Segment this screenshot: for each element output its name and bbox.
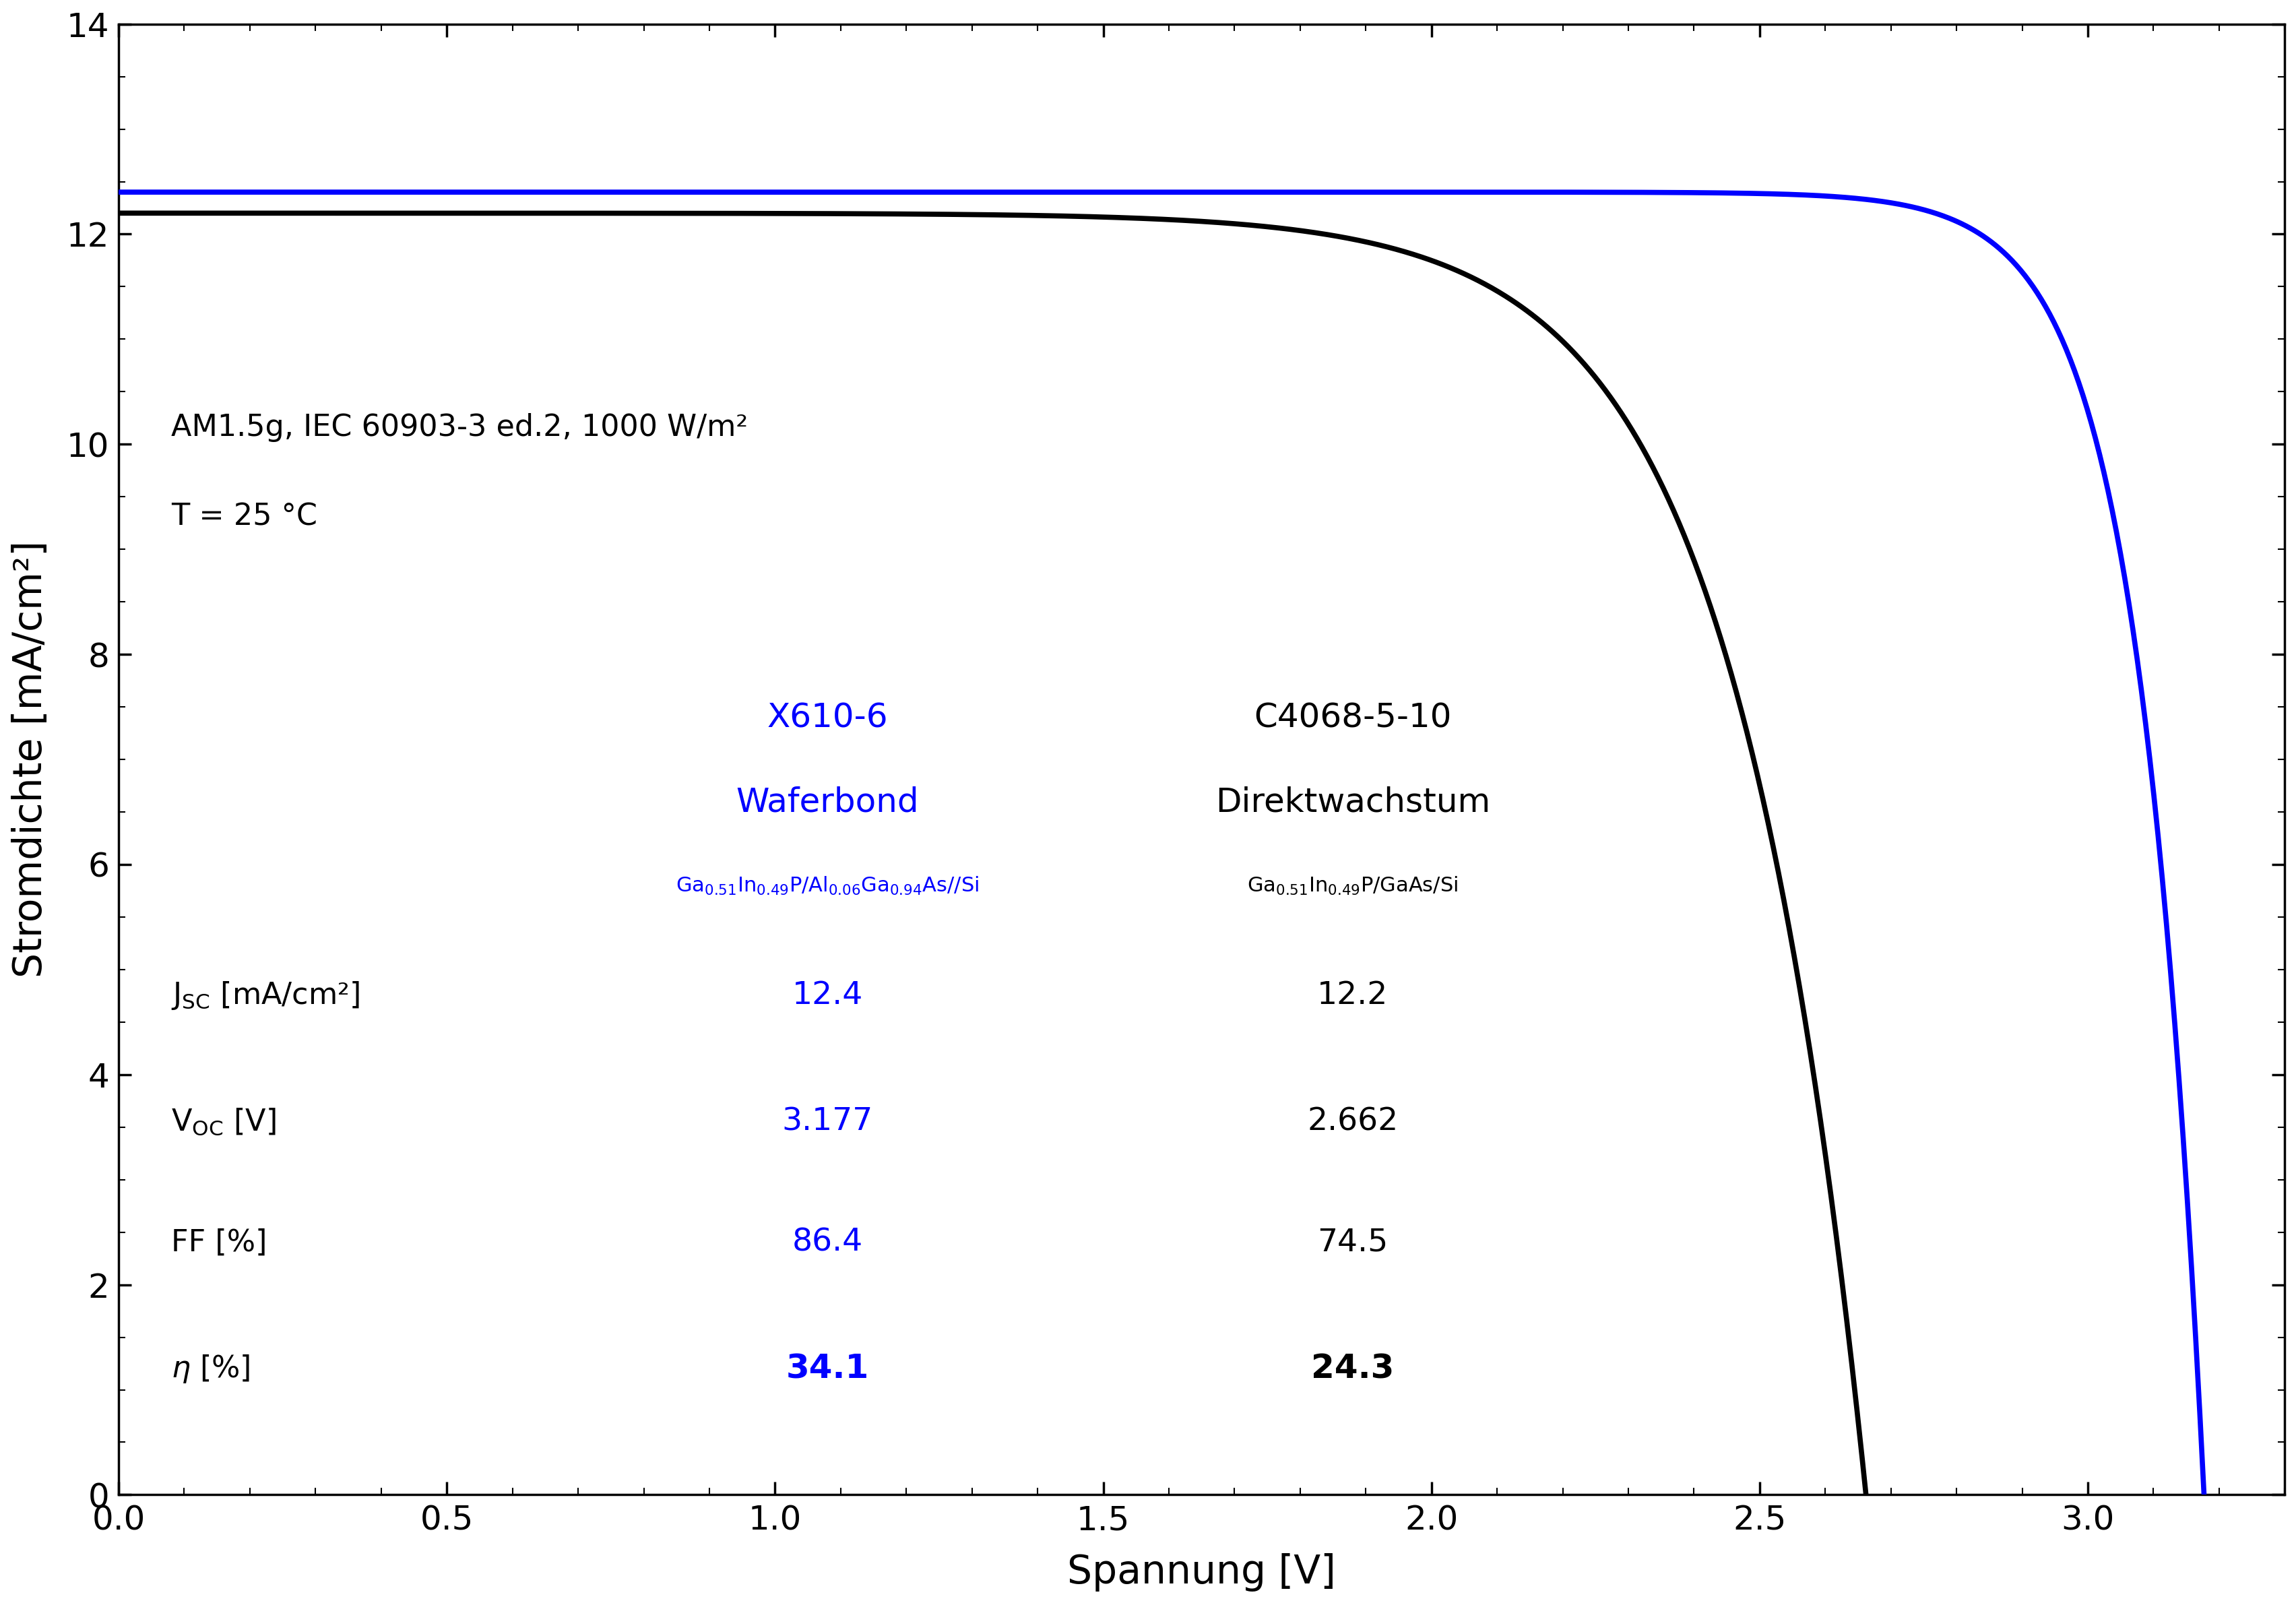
Text: 2.662: 2.662 [1306, 1106, 1398, 1137]
Text: 86.4: 86.4 [792, 1228, 863, 1258]
Text: 24.3: 24.3 [1311, 1353, 1394, 1385]
Text: J$_{\rm SC}$ [mA/cm²]: J$_{\rm SC}$ [mA/cm²] [172, 979, 360, 1011]
Text: Ga$_{0.51}$In$_{0.49}$P/GaAs/Si: Ga$_{0.51}$In$_{0.49}$P/GaAs/Si [1247, 875, 1458, 896]
Text: 3.177: 3.177 [783, 1106, 872, 1137]
Text: 12.4: 12.4 [792, 981, 863, 1011]
Text: Waferbond: Waferbond [737, 785, 918, 818]
Text: FF [%]: FF [%] [172, 1228, 266, 1257]
Text: 12.2: 12.2 [1318, 981, 1389, 1011]
Text: 34.1: 34.1 [785, 1353, 870, 1385]
Text: Direktwachstum: Direktwachstum [1215, 785, 1490, 818]
Y-axis label: Stromdichte [mA/cm²]: Stromdichte [mA/cm²] [11, 540, 51, 978]
Text: X610-6: X610-6 [767, 702, 889, 734]
Text: $\eta$ [%]: $\eta$ [%] [172, 1353, 250, 1385]
Text: AM1.5g, IEC 60903-3 ed.2, 1000 W/m²: AM1.5g, IEC 60903-3 ed.2, 1000 W/m² [172, 412, 748, 442]
Text: C4068-5-10: C4068-5-10 [1254, 702, 1451, 734]
Text: 74.5: 74.5 [1318, 1228, 1389, 1258]
Text: Ga$_{0.51}$In$_{0.49}$P/Al$_{0.06}$Ga$_{0.94}$As//Si: Ga$_{0.51}$In$_{0.49}$P/Al$_{0.06}$Ga$_{… [675, 875, 978, 896]
Text: V$_{\rm OC}$ [V]: V$_{\rm OC}$ [V] [172, 1108, 276, 1137]
X-axis label: Spannung [V]: Spannung [V] [1068, 1553, 1336, 1592]
Text: T = 25 °C: T = 25 °C [172, 502, 317, 531]
